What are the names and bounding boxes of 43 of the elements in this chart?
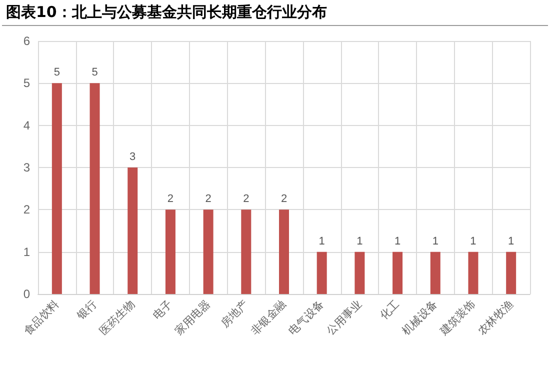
data-label: 1 xyxy=(508,235,514,248)
data-label: 2 xyxy=(167,193,174,206)
bar xyxy=(468,252,478,294)
x-tick-label: 农林牧渔 xyxy=(475,297,516,338)
bar xyxy=(90,83,100,294)
data-label: 5 xyxy=(54,66,60,79)
data-label: 1 xyxy=(432,235,438,248)
bar xyxy=(506,252,516,294)
bar xyxy=(430,252,440,294)
chart-title: 图表10：北上与公募基金共同长期重仓行业分布 xyxy=(2,0,548,26)
bar xyxy=(279,210,289,294)
data-label: 5 xyxy=(92,66,98,79)
y-tick-label: 2 xyxy=(23,202,30,217)
data-label: 2 xyxy=(243,193,250,206)
x-tick-label: 非银金融 xyxy=(248,297,289,338)
bar xyxy=(392,252,403,294)
data-label: 1 xyxy=(394,235,401,248)
y-tick-label: 5 xyxy=(23,76,30,90)
x-tick-label: 房地产 xyxy=(218,297,251,330)
data-label: 1 xyxy=(470,235,476,248)
y-tick-label: 6 xyxy=(23,34,30,48)
bar xyxy=(52,83,62,294)
data-label: 2 xyxy=(205,193,212,206)
x-tick-label: 家用电器 xyxy=(172,297,213,338)
x-tick-label: 公用事业 xyxy=(324,297,364,338)
y-tick-label: 4 xyxy=(23,118,30,132)
x-tick-label: 电气设备 xyxy=(286,297,326,338)
data-label: 1 xyxy=(356,235,363,248)
data-label: 1 xyxy=(318,235,325,248)
x-tick-label: 化工 xyxy=(377,297,402,322)
x-tick-label: 电子 xyxy=(150,297,176,322)
bar xyxy=(128,168,138,294)
x-tick-label: 医药生物 xyxy=(96,297,138,338)
x-tick-label: 银行 xyxy=(74,297,100,323)
y-tick-label: 1 xyxy=(23,244,30,259)
data-label: 2 xyxy=(280,193,288,206)
bar xyxy=(354,252,365,294)
y-tick-label: 3 xyxy=(23,160,30,174)
bar xyxy=(241,210,252,294)
bar xyxy=(316,252,327,294)
data-label: 3 xyxy=(130,151,136,163)
bar xyxy=(165,210,176,294)
bar xyxy=(203,210,214,294)
